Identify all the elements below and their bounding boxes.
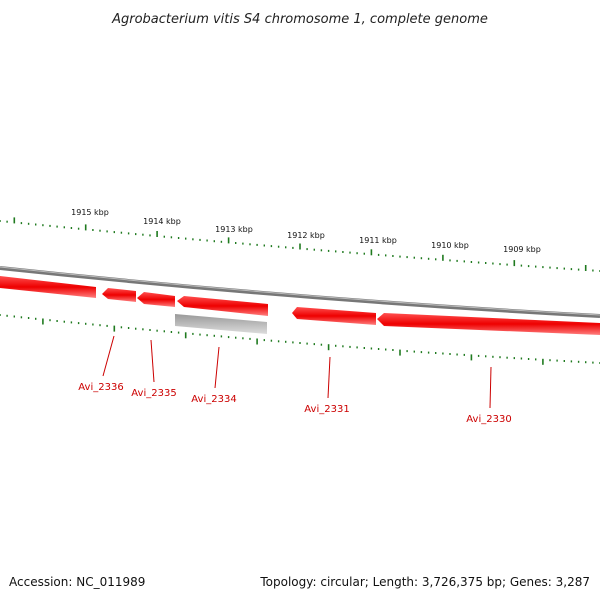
gene-label-avi-2334[interactable]: Avi_2334 [191, 394, 236, 405]
inner-scale-ticks [0, 314, 600, 365]
scale-label-1915: 1915 kbp [71, 208, 109, 217]
scale-label-1909: 1909 kbp [503, 245, 541, 254]
scale-label-1914: 1914 kbp [143, 217, 181, 226]
gene-label-avi-2330[interactable]: Avi_2330 [466, 414, 511, 425]
outer-scale-ticks [0, 217, 600, 272]
genome-title: Agrobacterium vitis S4 chromosome 1, com… [111, 12, 488, 27]
scale-label-1911: 1911 kbp [359, 236, 397, 245]
callout-line-avi-2331 [327, 356, 331, 399]
callout-line-avi-2330 [489, 366, 492, 409]
gene-arrow-avi-2335[interactable] [137, 292, 175, 307]
gene-label-avi-2331[interactable]: Avi_2331 [304, 404, 349, 415]
gene-arrow-avi-2334[interactable] [177, 296, 268, 316]
gene-arrow-avi-2330[interactable] [377, 313, 600, 335]
gene-label-avi-2335[interactable]: Avi_2335 [131, 388, 176, 399]
callout-line-avi-2335 [150, 339, 155, 383]
scale-label-1913: 1913 kbp [215, 225, 253, 234]
chromosome-backbone [0, 266, 600, 318]
callout-line-avi-2334 [214, 346, 220, 389]
pseudo-feature-bar[interactable] [175, 314, 267, 334]
gene-track [0, 276, 600, 335]
scale-label-1912: 1912 kbp [287, 231, 325, 240]
genome-summary-text: Topology: circular; Length: 3,726,375 bp… [259, 575, 590, 589]
callout-line-avi-2336 [102, 335, 115, 377]
scale-label-1910: 1910 kbp [431, 241, 469, 250]
accession-text: Accession: NC_011989 [9, 575, 145, 589]
gene-arrow-left-edge[interactable] [0, 276, 96, 298]
gene-arrow-avi-2336[interactable] [102, 288, 136, 302]
chromosome-backbone-highlight [0, 266, 600, 316]
scale-labels: 1915 kbp 1914 kbp 1913 kbp 1912 kbp 1911… [71, 208, 541, 254]
gene-arrow-avi-2331[interactable] [292, 307, 376, 325]
gene-callouts: Avi_2336 Avi_2335 Avi_2334 Avi_2331 Avi_… [78, 335, 512, 425]
gene-label-avi-2336[interactable]: Avi_2336 [78, 382, 123, 393]
